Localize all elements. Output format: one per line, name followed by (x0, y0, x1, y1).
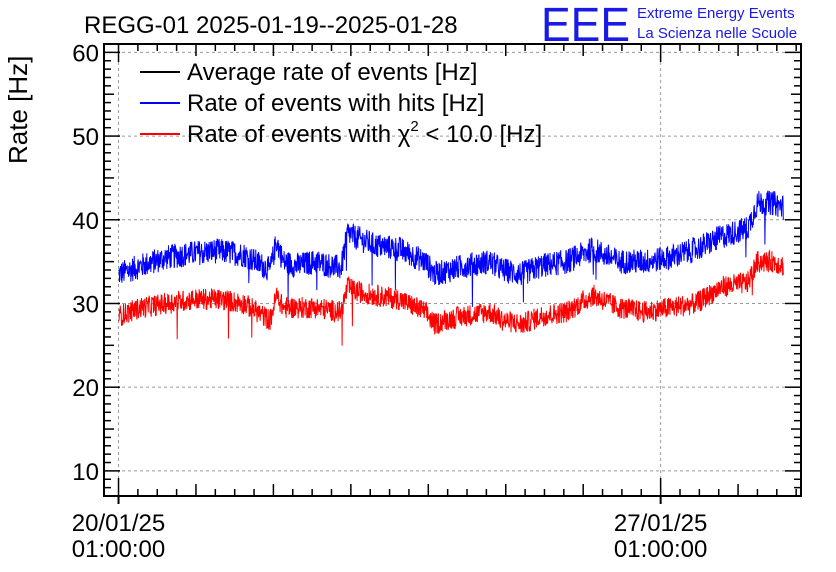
legend-label-chi2: Rate of events with χ2 < 10.0 [Hz] (187, 118, 542, 148)
logo-line-2: La Scienza nelle Scuole (637, 25, 797, 42)
series-line-2 (118, 249, 784, 346)
legend-chi2-tail: < 10.0 [Hz] (419, 121, 542, 148)
y-axis-label: Rate [Hz] (3, 56, 33, 164)
y-tick-label: 10 (72, 459, 99, 486)
legend-chi2-main: Rate of events with χ (187, 121, 411, 148)
y-tick-label: 40 (72, 208, 99, 235)
series-line-1 (118, 190, 784, 307)
logo-line-1: Extreme Energy Events (637, 5, 795, 22)
x-tick-label-date: 27/01/25 (614, 510, 707, 537)
data-series (118, 190, 784, 346)
legend-label-hits: Rate of events with hits [Hz] (187, 90, 484, 117)
legend-chi2-sup: 2 (410, 118, 418, 135)
y-tick-labels: 10 20 30 40 50 60 (72, 40, 99, 486)
y-tick-label: 60 (72, 40, 99, 67)
y-tick-label: 50 (72, 124, 99, 151)
axis-ticks (104, 43, 801, 504)
legend-label-average: Average rate of events [Hz] (187, 59, 477, 86)
eee-logo: EEE Extreme Energy Events La Scienza nel… (541, 0, 797, 52)
x-tick-label-time: 01:00:00 (614, 536, 707, 563)
y-tick-label: 20 (72, 375, 99, 402)
legend: Average rate of events [Hz] Rate of even… (140, 59, 542, 148)
y-tick-label: 30 (72, 291, 99, 318)
x-tick-label-time: 01:00:00 (72, 536, 165, 563)
x-tick-label-date: 20/01/25 (72, 510, 165, 537)
chart-title: REGG-01 2025-01-19--2025-01-28 (84, 12, 458, 39)
